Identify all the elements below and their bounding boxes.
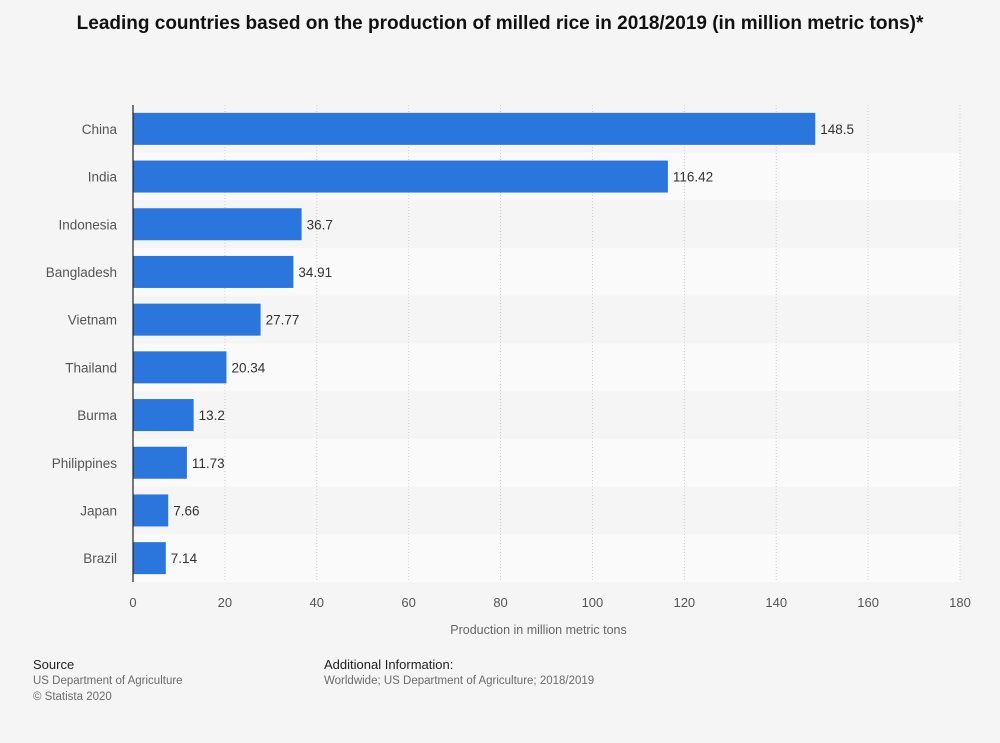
bar [133, 494, 169, 527]
bar-chart: China India Indonesia Bangladesh Vietnam Thai… [46, 105, 971, 637]
bar [133, 351, 227, 384]
category-label: Japan [80, 503, 117, 518]
value-label: 148.5 [820, 122, 854, 137]
category-label: Philippines [52, 456, 118, 471]
source-block: Source US Department of Agriculture © St… [33, 657, 183, 705]
category-label: China [82, 122, 118, 137]
row-band [133, 343, 960, 392]
bar [133, 542, 166, 575]
row-band [133, 534, 960, 582]
info-text: Worldwide; US Department of Agriculture;… [324, 675, 595, 687]
source-heading: Source [33, 657, 75, 672]
x-tick-label: 40 [310, 595, 324, 610]
category-label: Indonesia [58, 217, 117, 232]
value-labels: 148.5 116.42 36.7 34.91 27.77 20.34 13.2 11.73 7… [171, 122, 854, 566]
value-label: 36.7 [307, 217, 333, 232]
value-label: 7.14 [171, 551, 198, 566]
value-label: 20.34 [231, 360, 265, 375]
category-label: Vietnam [68, 313, 117, 328]
bars [133, 112, 816, 575]
value-label: 34.91 [298, 265, 332, 280]
bar [133, 446, 187, 479]
row-band [133, 391, 960, 439]
value-label: 27.77 [266, 313, 300, 328]
bar [133, 399, 194, 432]
value-label: 7.66 [173, 503, 199, 518]
category-labels: China India Indonesia Bangladesh Vietnam Thai… [46, 122, 118, 566]
x-tick-label: 120 [673, 595, 695, 610]
bar [133, 112, 816, 145]
info-block: Additional Information: Worldwide; US De… [324, 657, 594, 689]
x-tick-label: 160 [857, 595, 879, 610]
bar [133, 303, 261, 336]
x-tick-labels: 0 20 40 60 80 100 120 140 160 180 [129, 595, 970, 610]
row-band [133, 486, 960, 535]
x-axis-label: Production in million metric tons [450, 623, 626, 637]
value-label: 13.2 [199, 408, 225, 423]
value-label: 11.73 [192, 456, 225, 471]
bar [133, 255, 294, 288]
x-tick-label: 140 [765, 595, 787, 610]
row-band [133, 438, 960, 487]
bar [133, 160, 668, 193]
info-heading: Additional Information: [324, 657, 454, 672]
chart-title: Leading countries based on the productio… [76, 13, 924, 34]
copyright-line: © Statista 2020 [33, 691, 112, 703]
bar [133, 208, 302, 241]
x-tick-label: 0 [129, 595, 136, 610]
x-tick-label: 20 [218, 595, 232, 610]
x-tick-label: 60 [401, 595, 415, 610]
x-tick-label: 100 [582, 595, 604, 610]
value-label: 116.42 [673, 170, 713, 185]
category-label: Bangladesh [46, 265, 117, 280]
x-tick-label: 180 [949, 595, 971, 610]
source-line: US Department of Agriculture [33, 675, 183, 687]
category-label: India [88, 170, 118, 185]
x-tick-label: 80 [493, 595, 507, 610]
category-label: Burma [77, 408, 117, 423]
category-label: Thailand [65, 360, 117, 375]
row-band [133, 295, 960, 344]
category-label: Brazil [83, 551, 117, 566]
